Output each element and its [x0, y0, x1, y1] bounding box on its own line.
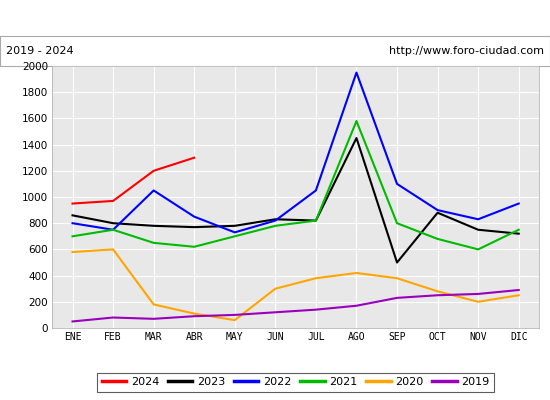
Text: Evolucion Nº Turistas Nacionales en el municipio de Bonansa: Evolucion Nº Turistas Nacionales en el m… [72, 12, 478, 24]
Legend: 2024, 2023, 2022, 2021, 2020, 2019: 2024, 2023, 2022, 2021, 2020, 2019 [97, 373, 494, 392]
Text: 2019 - 2024: 2019 - 2024 [6, 46, 73, 56]
Text: http://www.foro-ciudad.com: http://www.foro-ciudad.com [389, 46, 544, 56]
